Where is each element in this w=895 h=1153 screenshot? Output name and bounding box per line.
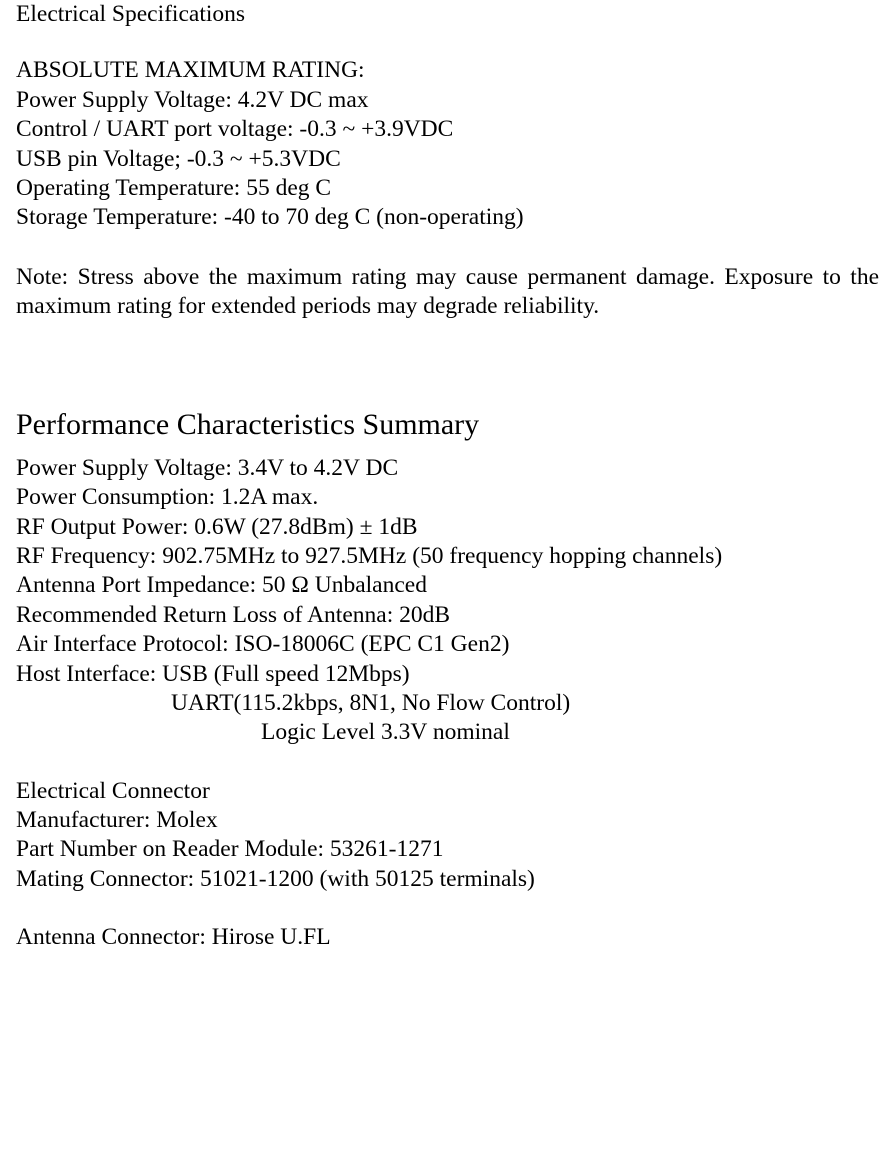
spec-usb-voltage: USB pin Voltage; -0.3 ~ +5.3VDC	[16, 145, 879, 174]
spec-storage-temp: Storage Temperature: -40 to 70 deg C (no…	[16, 203, 879, 232]
perf-rf-frequency: RF Frequency: 902.75MHz to 927.5MHz (50 …	[16, 542, 879, 571]
abs-max-note: Note: Stress above the maximum rating ma…	[16, 263, 879, 322]
abs-max-rating-heading: ABSOLUTE MAXIMUM RATING:	[16, 56, 879, 85]
connector-part-number: Part Number on Reader Module: 53261-1271	[16, 835, 879, 864]
perf-rf-output: RF Output Power: 0.6W (27.8dBm) ± 1dB	[16, 513, 879, 542]
section-title-performance: Performance Characteristics Summary	[16, 406, 879, 444]
blank-line	[16, 748, 879, 777]
spec-operating-temp: Operating Temperature: 55 deg C	[16, 174, 879, 203]
section-title-electrical-specs: Electrical Specifications	[16, 0, 879, 29]
perf-host-interface-3: Logic Level 3.3V nominal	[261, 718, 879, 747]
perf-psv: Power Supply Voltage: 3.4V to 4.2V DC	[16, 454, 879, 483]
perf-air-interface: Air Interface Protocol: ISO-18006C (EPC …	[16, 630, 879, 659]
perf-antenna-impedance: Antenna Port Impedance: 50 Ω Unbalanced	[16, 571, 879, 600]
spec-uart-voltage: Control / UART port voltage: -0.3 ~ +3.9…	[16, 115, 879, 144]
connector-heading: Electrical Connector	[16, 777, 879, 806]
perf-return-loss: Recommended Return Loss of Antenna: 20dB	[16, 601, 879, 630]
section-gap	[16, 321, 879, 406]
perf-power-consumption: Power Consumption: 1.2A max.	[16, 483, 879, 512]
spec-power-supply-voltage: Power Supply Voltage: 4.2V DC max	[16, 86, 879, 115]
antenna-connector: Antenna Connector: Hirose U.FL	[16, 923, 879, 952]
perf-host-interface-2: UART(115.2kbps, 8N1, No Flow Control)	[171, 689, 879, 718]
blank-line-2	[16, 894, 879, 923]
connector-mating: Mating Connector: 51021-1200 (with 50125…	[16, 865, 879, 894]
connector-manufacturer: Manufacturer: Molex	[16, 806, 879, 835]
page: Electrical Specifications ABSOLUTE MAXIM…	[0, 0, 895, 1153]
perf-host-interface-1: Host Interface: USB (Full speed 12Mbps)	[16, 660, 879, 689]
